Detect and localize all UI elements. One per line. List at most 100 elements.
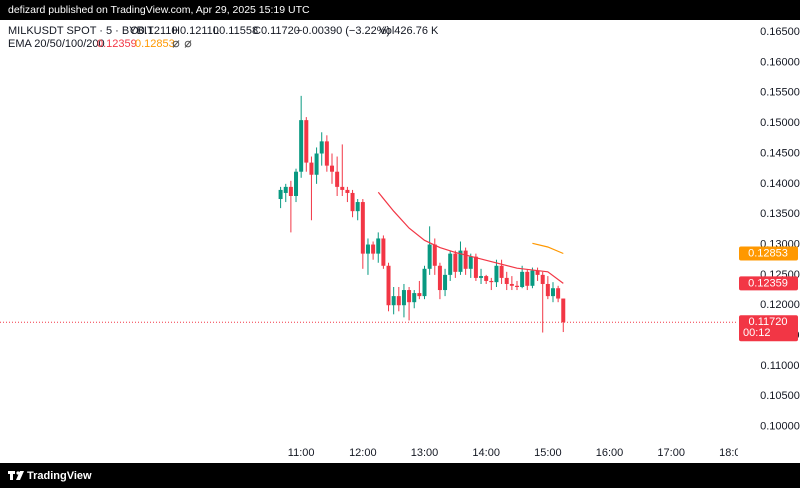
- candle-body: [355, 202, 360, 212]
- ohlc-low: L0.11558: [213, 25, 258, 37]
- candle-body: [453, 253, 458, 272]
- ema-line: [377, 191, 564, 284]
- candle-body: [381, 238, 386, 266]
- ema-line: [532, 242, 564, 255]
- candle-body: [458, 250, 463, 272]
- ema20-value: 0.12359: [97, 38, 137, 50]
- candle-body: [443, 274, 448, 291]
- candle-body: [530, 270, 535, 286]
- candle-body: [561, 298, 566, 323]
- price-tag: [739, 246, 798, 261]
- x-tick-label: 12:00: [349, 447, 377, 459]
- candle-body: [319, 141, 324, 154]
- candle-body: [556, 288, 561, 299]
- candle-body: [489, 280, 494, 283]
- x-tick-label: 17:00: [657, 447, 685, 459]
- candle-body: [509, 283, 514, 286]
- candle-body: [494, 265, 499, 283]
- candle-body: [535, 270, 540, 275]
- price-tag-label: 0.12853: [748, 247, 788, 259]
- ohlc-close: C0.11720: [253, 25, 300, 37]
- chart-area: [0, 20, 800, 463]
- candle-body: [515, 285, 520, 288]
- candle-body: [545, 283, 550, 297]
- y-tick-label: 0.13500: [760, 208, 800, 220]
- candle-body: [473, 256, 478, 278]
- footer-bar: [0, 463, 800, 488]
- candle-body: [278, 189, 283, 200]
- candle-body: [314, 153, 319, 175]
- ohlc-high: H0.12110: [172, 25, 219, 37]
- candle-body: [396, 296, 401, 306]
- candle-body: [340, 186, 345, 190]
- indicator-name: EMA 20/50/100/200: [8, 38, 105, 50]
- candle-body: [391, 296, 396, 306]
- y-tick-label: 0.16000: [760, 56, 800, 68]
- y-tick-label: 0.16500: [760, 26, 800, 38]
- volume: Vol426.76 K: [379, 25, 439, 37]
- candle-body: [504, 277, 509, 284]
- candle-body: [401, 290, 406, 306]
- candle-body: [304, 120, 309, 163]
- candle-body: [350, 192, 355, 212]
- candle-body: [360, 202, 365, 254]
- last-price-label: 0.11720: [749, 316, 788, 328]
- y-tick-label: 0.15500: [760, 87, 800, 99]
- candle-body: [365, 244, 370, 254]
- candle-body: [463, 250, 468, 269]
- x-tick-label: 18:00: [719, 447, 747, 459]
- candle-body: [412, 293, 417, 303]
- candle-body: [550, 288, 555, 297]
- candle-body: [520, 271, 525, 288]
- price-tag: [739, 276, 798, 291]
- candle-body: [525, 271, 530, 286]
- ohlc-open: O0.12110: [130, 25, 178, 37]
- candle-body: [324, 141, 329, 166]
- candle-body: [376, 238, 381, 254]
- candle-body: [371, 244, 376, 254]
- symbol: MILKUSDT SPOT · 5 · BYBIT: [8, 25, 154, 37]
- y-tick-label: 0.10000: [760, 420, 800, 432]
- ema50-value: 0.12853: [135, 38, 175, 50]
- candle-body: [288, 186, 293, 196]
- candle-body: [345, 189, 350, 193]
- x-tick-label: 15:00: [534, 447, 562, 459]
- y-tick-label: 0.12000: [760, 299, 800, 311]
- candle-body: [299, 120, 304, 172]
- change: −0.00390 (−3.22%): [296, 25, 390, 37]
- empty-icons: [172, 40, 192, 48]
- byline: defizard published on TradingView.com, A…: [8, 4, 310, 16]
- candle-body: [432, 244, 437, 266]
- top-bar: [0, 0, 800, 20]
- x-tick-label: 11:00: [288, 447, 315, 459]
- candle-body: [329, 165, 334, 172]
- brand: TradingView: [27, 470, 92, 482]
- candle-body: [283, 186, 288, 193]
- plot: [0, 95, 738, 333]
- y-tick-label: 0.11000: [761, 360, 800, 372]
- candle-body: [437, 265, 442, 291]
- candle-body: [294, 171, 299, 196]
- candle-body: [386, 265, 391, 306]
- y-tick-label: 0.14000: [760, 178, 800, 190]
- candle-body: [427, 244, 432, 269]
- y-tick-label: 0.15000: [760, 117, 800, 129]
- candle-body: [540, 274, 545, 284]
- candle-body: [422, 268, 427, 297]
- candle-body: [484, 276, 489, 281]
- x-axis: 11:00 12:00 13:00 14:00 15:00 16:00 17:00 18:00: [288, 447, 747, 459]
- candle-body: [309, 162, 314, 175]
- x-tick-label: 14:00: [472, 447, 500, 459]
- legend: MILKUSDT SPOT · 5 · BYBIT O0.12110 H0.12…: [8, 25, 439, 50]
- y-tick-label: 0.10500: [760, 390, 800, 402]
- candle-body: [417, 293, 422, 297]
- candle-body: [499, 265, 504, 278]
- x-tick-label: 13:00: [411, 447, 439, 459]
- candle-body: [479, 276, 484, 278]
- countdown: 00:12: [743, 327, 771, 339]
- candle-body: [407, 290, 412, 303]
- last-price-tag: [739, 315, 798, 342]
- candle-body: [335, 171, 340, 187]
- price-tag-label: 0.12359: [748, 277, 788, 289]
